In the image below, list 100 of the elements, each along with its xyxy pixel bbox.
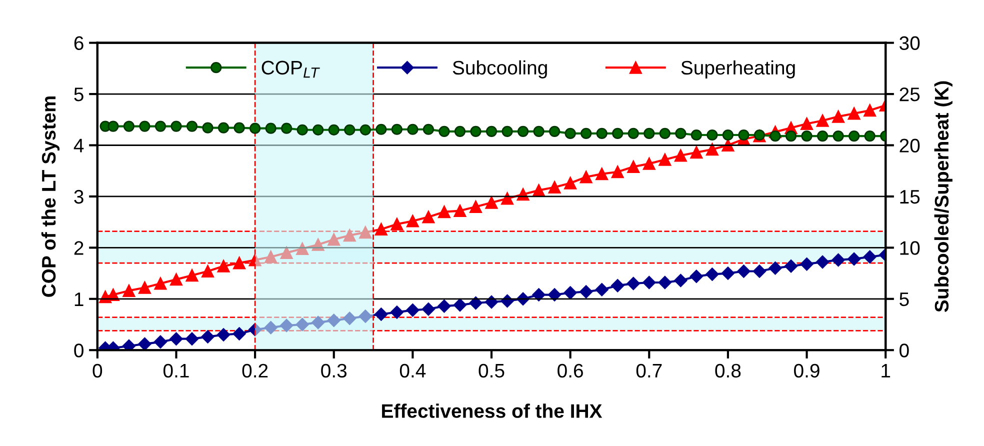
y-tick-label: 5 [74,88,84,102]
point [438,299,451,313]
legend-label: Subcooling [452,60,547,78]
point [469,200,482,213]
point [721,266,735,280]
point [218,122,230,134]
point [201,330,214,344]
point [532,288,546,302]
point [122,339,136,350]
point [580,285,593,298]
point [816,114,829,127]
x-tick-label: 0.6 [558,364,583,378]
point [580,170,592,184]
point [391,124,402,135]
point [768,262,782,275]
point [863,250,876,264]
point [674,149,687,162]
point [296,242,309,255]
point [422,124,434,135]
point [658,276,672,290]
point [264,320,278,334]
point [233,256,246,270]
point [280,246,293,260]
y-axis-title: COP of the LT System [41,96,60,297]
point [202,264,214,278]
point [675,128,686,140]
point [706,143,718,156]
point [186,269,198,282]
point [376,124,387,135]
point [454,126,466,137]
point [234,122,245,134]
point [644,128,655,140]
y-tick-label: 1 [74,292,84,306]
point [628,128,639,140]
point [438,206,450,218]
point [642,276,656,290]
point [108,120,119,132]
x-tick-label: 0.5 [478,364,504,378]
point [596,128,608,140]
point [232,327,246,340]
y-tick-label: 3 [74,190,84,204]
y-tick-label: 0 [74,344,84,358]
point [737,264,750,278]
point [770,130,781,142]
point [533,126,544,137]
point [847,252,861,266]
point [706,268,719,281]
point [611,278,624,292]
point [343,312,356,325]
point [548,180,561,194]
point [185,332,199,346]
point [359,226,372,239]
x-tick-label: 1 [882,364,890,378]
legend-label: Superheating [681,60,795,78]
point [611,166,624,178]
x-tick-label: 0.9 [794,364,820,378]
y2-tick-label: 20 [900,138,920,152]
x-tick-label: 0.2 [242,364,268,378]
point [801,130,812,142]
point [864,104,876,117]
point [658,153,672,166]
point [374,308,388,321]
point [832,253,845,267]
y-tick-label: 2 [74,241,84,255]
point [816,130,828,142]
point [549,126,560,137]
point [138,281,151,294]
point [785,130,797,142]
point [784,260,798,273]
point [154,335,168,349]
y2-tick-label: 30 [900,36,920,50]
x-tick-label: 0.8 [715,364,741,378]
point [848,130,860,142]
point [516,188,530,201]
point [186,120,198,132]
point [438,126,450,137]
point [265,122,276,134]
point [832,110,845,123]
point [642,157,656,170]
point [170,273,182,286]
point [249,122,261,134]
point [138,337,152,350]
point [500,294,514,308]
point [548,288,562,302]
point [706,129,718,141]
point [328,233,340,246]
point [406,214,419,228]
point [422,302,436,316]
x-tick-label: 0.7 [636,364,662,378]
point [690,129,702,141]
point [216,328,230,342]
point [738,129,750,141]
x-tick-label: 0.4 [400,364,426,378]
point [580,128,592,140]
y-tick-label: 6 [74,36,84,50]
point [264,250,278,264]
point [832,130,844,142]
point [626,276,640,290]
point [816,255,830,269]
point [154,120,166,132]
